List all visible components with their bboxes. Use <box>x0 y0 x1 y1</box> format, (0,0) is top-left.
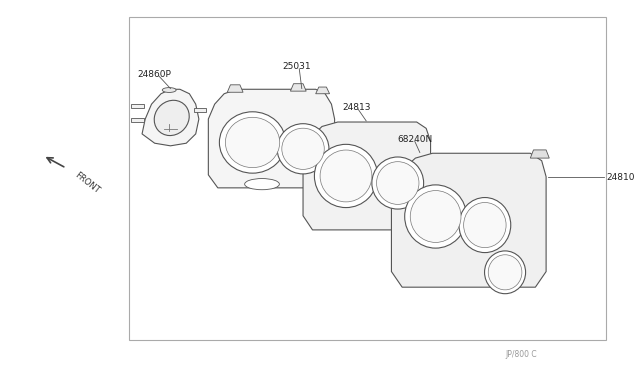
Ellipse shape <box>484 251 525 294</box>
Ellipse shape <box>488 255 522 290</box>
Ellipse shape <box>244 179 280 190</box>
Polygon shape <box>142 89 199 146</box>
Polygon shape <box>316 87 330 94</box>
Ellipse shape <box>282 128 324 169</box>
Text: 24813: 24813 <box>342 103 371 112</box>
Bar <box>129 17 606 340</box>
Ellipse shape <box>220 112 285 173</box>
Ellipse shape <box>372 157 424 209</box>
Ellipse shape <box>463 202 506 248</box>
Polygon shape <box>531 150 549 158</box>
Ellipse shape <box>320 150 372 202</box>
Polygon shape <box>392 153 546 287</box>
Polygon shape <box>303 122 431 230</box>
Ellipse shape <box>459 198 511 253</box>
Bar <box>195 108 206 112</box>
Ellipse shape <box>163 88 176 93</box>
Polygon shape <box>209 89 335 188</box>
Text: 68240N: 68240N <box>397 135 433 144</box>
Bar <box>131 104 144 108</box>
Text: FRONT: FRONT <box>72 170 101 195</box>
Text: 25031: 25031 <box>283 62 312 71</box>
Ellipse shape <box>314 144 378 208</box>
Ellipse shape <box>404 185 467 248</box>
Ellipse shape <box>376 162 419 204</box>
Polygon shape <box>227 85 243 92</box>
Bar <box>131 118 144 122</box>
Ellipse shape <box>225 117 280 168</box>
Text: 24810: 24810 <box>606 173 635 182</box>
Ellipse shape <box>277 124 329 174</box>
Text: JP/800 C: JP/800 C <box>505 350 537 359</box>
Polygon shape <box>291 84 306 91</box>
Ellipse shape <box>410 190 461 243</box>
Ellipse shape <box>154 100 189 135</box>
Text: 24860P: 24860P <box>138 70 172 79</box>
